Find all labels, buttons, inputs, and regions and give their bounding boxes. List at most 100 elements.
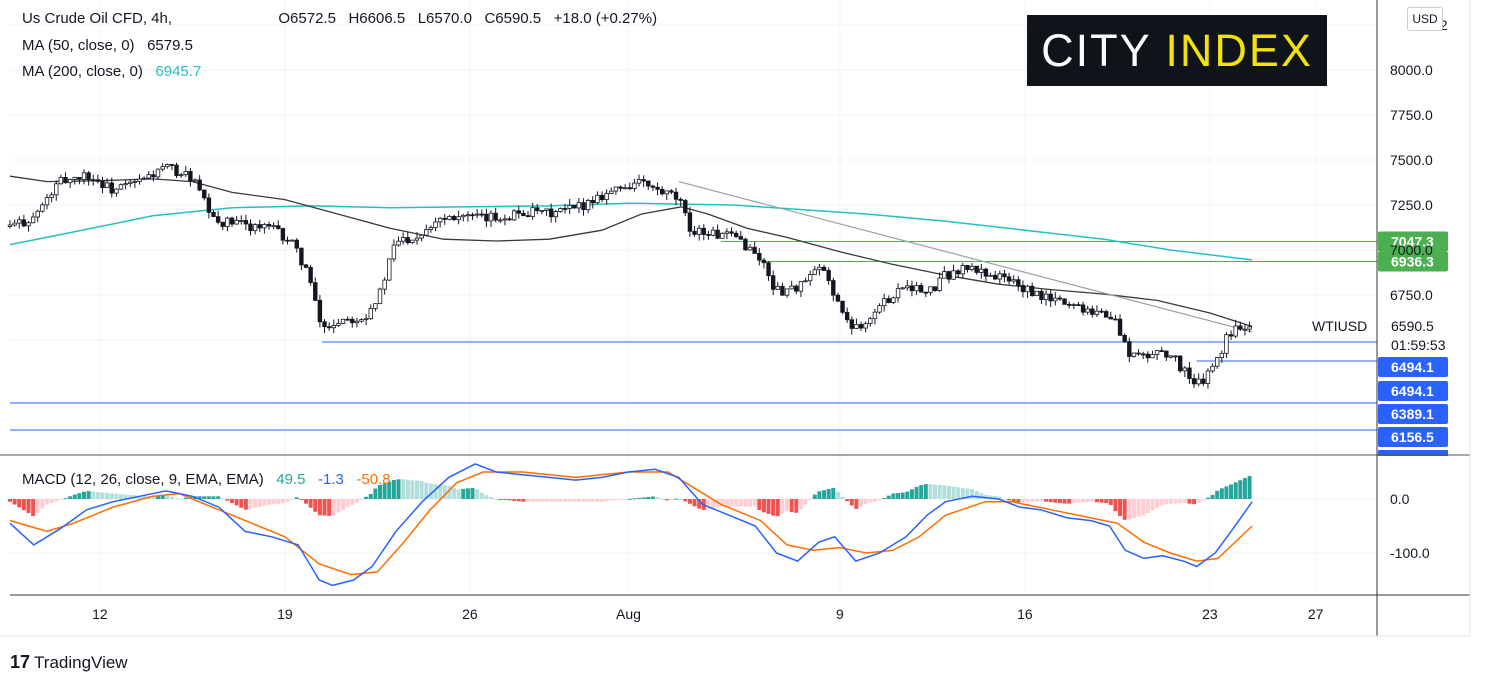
candle-body [1011, 279, 1016, 282]
macd-histogram-bar [95, 492, 100, 499]
candle-body [581, 202, 586, 211]
macd-histogram-bar [1039, 499, 1044, 502]
candle-body [456, 216, 461, 221]
macd-histogram-bar [771, 499, 776, 516]
macd-tick-label: -100.0 [1390, 545, 1430, 561]
candle-body [359, 319, 364, 322]
macd-histogram-bar [322, 499, 327, 516]
macd-histogram-bar [424, 482, 429, 499]
tradingview-footer[interactable]: 17 TradingView [10, 652, 128, 673]
candle-body [289, 239, 295, 242]
macd-histogram-bar [45, 499, 50, 505]
candle-body [854, 324, 859, 329]
candle-body [831, 280, 836, 296]
macd-histogram-bar [1053, 499, 1058, 503]
macd-histogram-bar [40, 499, 45, 509]
candle-body [1006, 276, 1012, 282]
macd-histogram-bar [738, 499, 743, 507]
candle-body [840, 300, 845, 313]
macd-histogram-bar [609, 499, 614, 501]
macd-histogram-bar [456, 489, 461, 499]
price-tick-label: 7750.0 [1390, 107, 1433, 123]
candle-body [1150, 354, 1155, 359]
macd-histogram-bar [119, 494, 124, 499]
candle-body [424, 229, 429, 236]
candle-body [322, 321, 327, 328]
candle-body [858, 324, 864, 329]
macd-histogram-bar [1099, 499, 1104, 503]
candle-body [1140, 353, 1146, 356]
macd-histogram-bar [452, 488, 457, 499]
candle-body [812, 269, 817, 275]
candle-body [655, 186, 660, 190]
candle-body [437, 217, 443, 223]
ma200-value: 6945.7 [155, 63, 202, 80]
candle-body [895, 288, 901, 299]
candle-body [525, 215, 531, 218]
candle-body [553, 211, 558, 218]
currency-badge[interactable]: USD [1407, 7, 1443, 31]
candle-body [86, 172, 91, 181]
macd-histogram-bar [743, 499, 748, 507]
candle-body [821, 266, 827, 271]
macd-histogram-bar [1196, 499, 1201, 504]
candle-body [271, 225, 276, 228]
candle-body [276, 225, 281, 229]
macd-histogram-bar [1164, 499, 1169, 505]
candle-body [715, 229, 720, 239]
candle-body [932, 286, 938, 291]
candle-body [234, 220, 239, 225]
macd-histogram-bar [553, 499, 558, 502]
candle-body [257, 224, 262, 229]
macd-histogram-bar [354, 499, 359, 503]
macd-histogram-bar [100, 492, 105, 499]
candle-body [572, 204, 577, 209]
resistance-trendline [678, 181, 1253, 333]
candle-body [849, 319, 854, 329]
macd-histogram-bar [720, 499, 725, 507]
macd-histogram-bar [780, 499, 785, 514]
candle-body [373, 303, 378, 309]
support-label: 6389.1 [1391, 406, 1434, 422]
candle-body [1094, 310, 1100, 315]
trendline [678, 181, 1253, 333]
candle-body [229, 217, 235, 225]
macd-histogram-bar [160, 495, 165, 499]
macd-histogram-bar [507, 499, 512, 501]
macd-histogram-bar [993, 495, 998, 499]
candle-body [211, 211, 216, 217]
macd-histogram-bar [618, 499, 623, 500]
candle-body [1113, 318, 1118, 321]
candle-body [1071, 304, 1077, 307]
macd-histogram-bar [465, 488, 470, 499]
macd-histogram-bar [428, 483, 433, 499]
time-tick-label: 27 [1308, 606, 1324, 622]
macd-histogram-bar [1187, 499, 1192, 504]
candle-body [169, 164, 175, 166]
macd-histogram-bar [1002, 498, 1007, 500]
macd-histogram-bar [512, 499, 517, 501]
candle-body [433, 221, 438, 229]
candle-body [40, 204, 45, 212]
candle-body [410, 239, 415, 244]
macd-histogram-bar [757, 499, 762, 511]
macd-hist-value: 49.5 [276, 471, 306, 488]
candle-body [729, 231, 734, 234]
macd-histogram-bar [1136, 499, 1141, 517]
macd-histogram-bar [1210, 494, 1215, 499]
macd-histogram-bar [317, 499, 322, 516]
candle-body [979, 268, 984, 273]
macd-histogram-bar [641, 497, 646, 499]
macd-histogram-bar [1131, 499, 1136, 518]
candle-body [26, 222, 31, 227]
candle-body [197, 179, 202, 191]
candle-body [377, 288, 383, 305]
macd-histogram-bar [655, 497, 660, 499]
macd-histogram-bar [960, 487, 965, 499]
time-tick-label: 19 [277, 606, 293, 622]
price-tick-label: 7000.0 [1390, 242, 1433, 258]
macd-histogram-bar [600, 499, 605, 502]
macd-histogram-bar [8, 499, 12, 502]
macd-histogram-bar [128, 494, 133, 499]
